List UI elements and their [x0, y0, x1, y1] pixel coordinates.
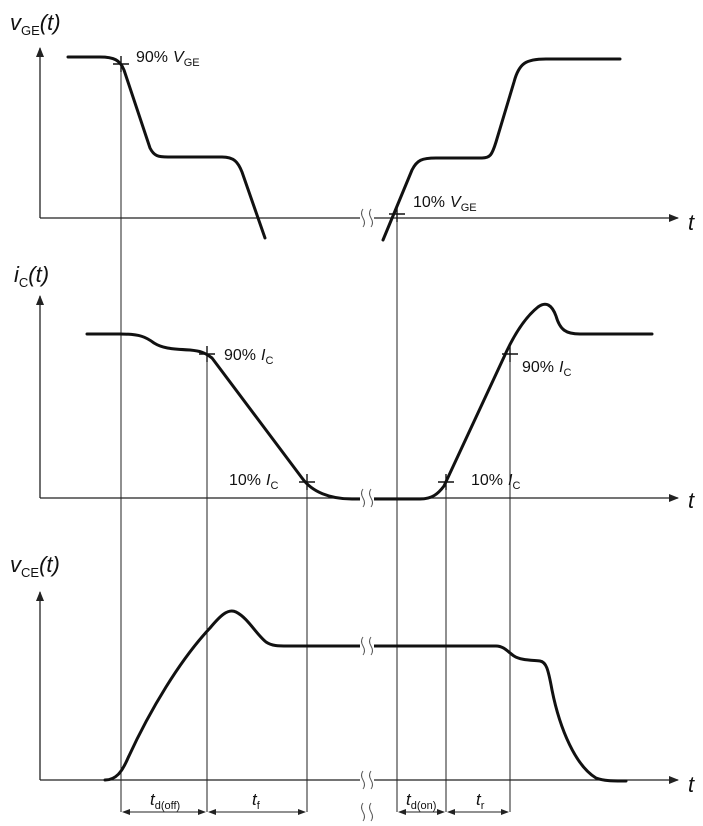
ic-90-off-marker	[199, 346, 215, 362]
vge-axis-break	[360, 208, 374, 228]
ic-plot: iC(t) t 90% IC 10% IC 10% IC 90% IC	[14, 262, 695, 513]
vge-10-label: 10% VGE	[413, 194, 477, 214]
time-intervals: td(off) tf td(on) tr	[122, 790, 509, 822]
ic-10-on-label: 10% IC	[471, 472, 520, 492]
vge-waveform-off	[66, 55, 267, 240]
interval-axis-break	[360, 802, 374, 822]
vge-plot: vGE(t) t 90% VGE 10% VGE	[10, 10, 695, 242]
label-tf: tf	[252, 790, 261, 812]
vge-90-marker	[113, 56, 129, 72]
ic-x-label: t	[688, 488, 695, 513]
ic-10-on-marker	[438, 474, 454, 490]
label-tr: tr	[476, 790, 485, 812]
vge-x-label: t	[688, 210, 695, 235]
vge-10-marker	[389, 206, 405, 222]
vge-90-label: 90% VGE	[136, 49, 200, 69]
ic-10-off-marker	[299, 474, 315, 490]
vce-plot: vCE(t) t	[10, 552, 695, 797]
vge-y-label: vGE(t)	[10, 10, 61, 38]
vce-x-label: t	[688, 772, 695, 797]
reference-guides	[120, 64, 511, 812]
label-td-on: td(on)	[406, 790, 436, 812]
ic-90-on-label: 90% IC	[522, 359, 571, 379]
vce-y-label: vCE(t)	[10, 552, 60, 580]
ic-90-on-marker	[502, 346, 518, 362]
ic-waveform	[85, 302, 654, 501]
ic-y-label: iC(t)	[14, 262, 49, 290]
ic-10-off-label: 10% IC	[229, 472, 278, 492]
ic-90-off-label: 90% IC	[224, 347, 273, 367]
vge-waveform-on	[381, 57, 622, 242]
ic-axis-break	[360, 488, 374, 508]
label-td-off: td(off)	[150, 790, 180, 812]
vce-axis-break	[360, 636, 374, 790]
vce-waveform	[103, 609, 628, 783]
